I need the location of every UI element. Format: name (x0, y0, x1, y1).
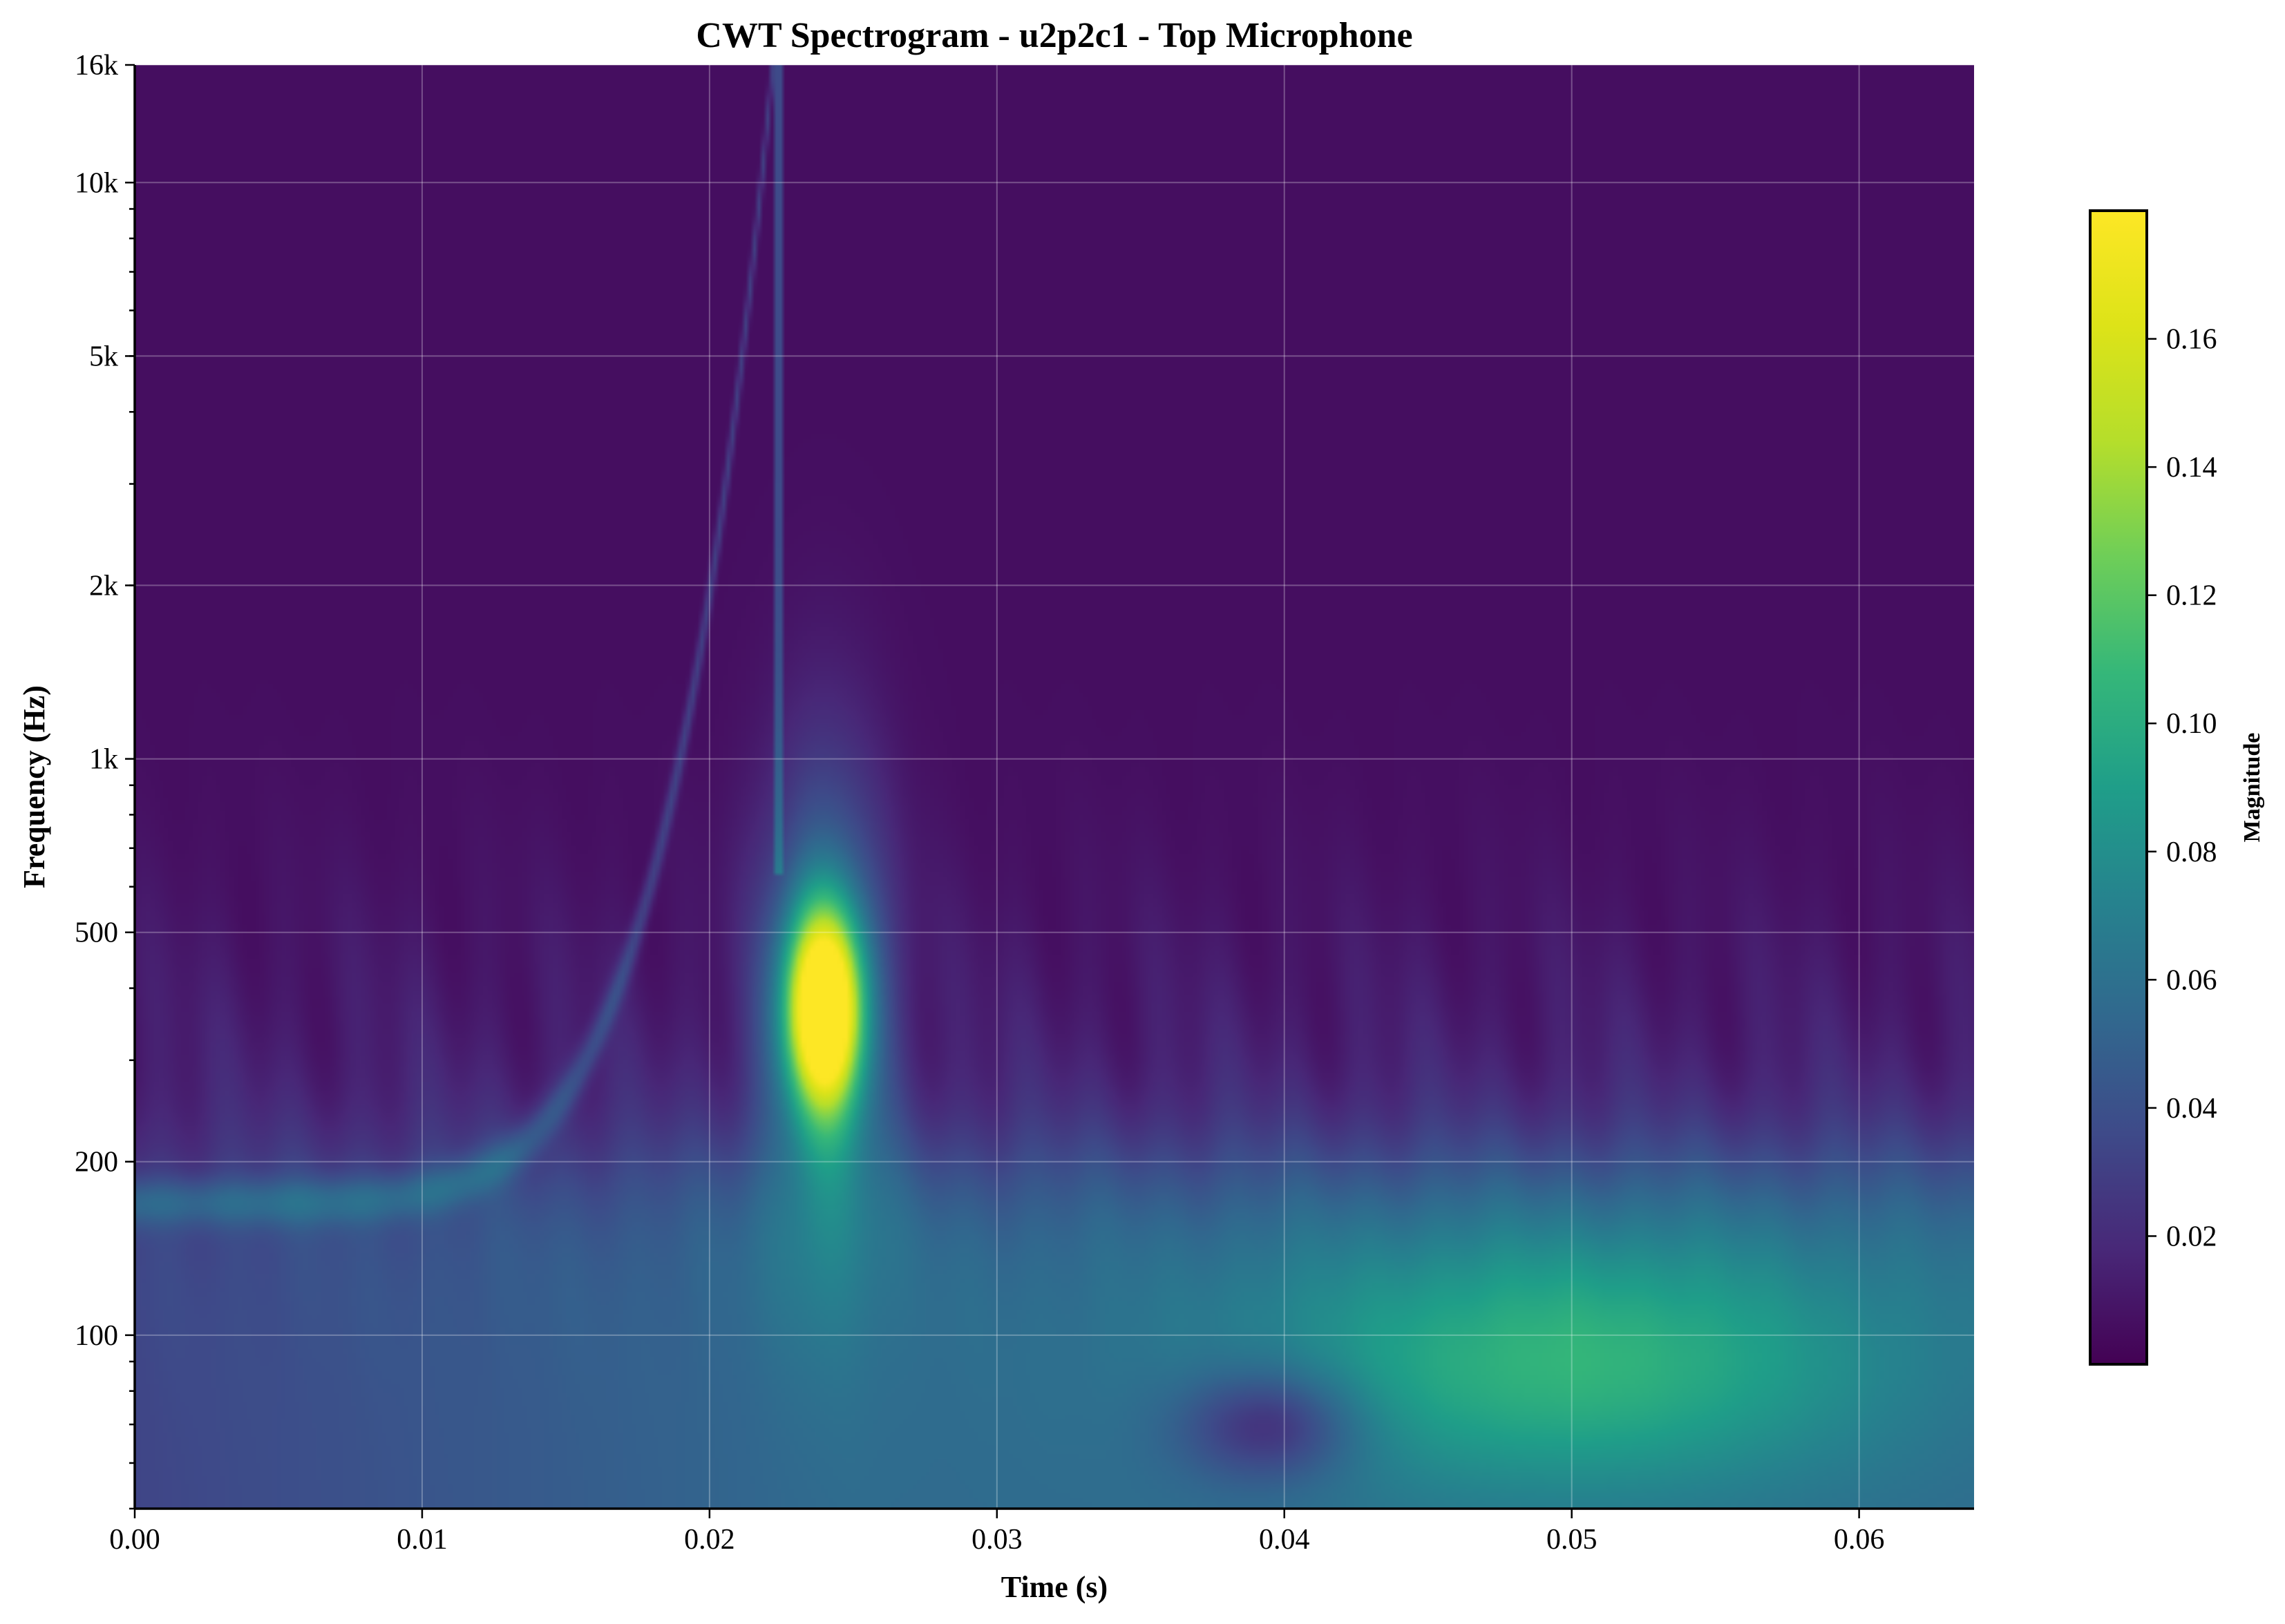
colorbar-tick-label: 0.12 (2166, 580, 2217, 612)
x-tick-label: 0.05 (1546, 1524, 1597, 1556)
y-tick-label: 200 (75, 1147, 118, 1178)
x-tick-label: 0.02 (684, 1524, 735, 1556)
grid-lines (134, 64, 1974, 1509)
plot-area (135, 65, 1974, 1509)
colorbar-tick-label: 0.04 (2166, 1093, 2217, 1125)
x-tick-label: 0.00 (109, 1524, 160, 1556)
y-axis-label: Frequency (Hz) (17, 685, 51, 888)
colorbar-label: Magnitude (2239, 733, 2265, 843)
y-tick-label: 100 (75, 1320, 118, 1352)
y-tick-label: 16k (75, 50, 118, 82)
y-tick-label: 500 (75, 917, 118, 949)
chart-title: CWT Spectrogram - u2p2c1 - Top Microphon… (696, 16, 1412, 55)
colorbar-tick-label: 0.10 (2166, 708, 2217, 740)
colorbar-tick-label: 0.08 (2166, 837, 2217, 868)
x-axis-ticks: 0.00 0.01 0.02 0.03 0.04 0.05 0.06 (109, 1509, 1884, 1556)
y-axis-ticks: 100 200 500 1k 2k 5k 10k 16k (75, 50, 135, 1510)
y-tick-label: 10k (75, 167, 118, 199)
spectrogram-heatmap (135, 65, 1974, 1509)
y-tick-label: 2k (89, 570, 118, 602)
colorbar-tick-label: 0.06 (2166, 964, 2217, 996)
y-tick-label: 1k (89, 744, 118, 776)
x-tick-label: 0.04 (1259, 1524, 1310, 1556)
colorbar-tick-label: 0.16 (2166, 324, 2217, 356)
x-axis-label: Time (s) (1001, 1570, 1108, 1604)
x-tick-label: 0.03 (971, 1524, 1023, 1556)
colorbar-tick-label: 0.02 (2166, 1221, 2217, 1252)
colorbar-tick-label: 0.14 (2166, 452, 2217, 484)
colorbar-gradient (2089, 209, 2148, 1366)
y-tick-label: 5k (89, 341, 118, 372)
x-tick-label: 0.01 (397, 1524, 448, 1556)
colorbar: 0.02 0.04 0.06 0.08 0.10 0.12 0.14 0.16 Magnitu… (2089, 209, 2265, 1366)
x-tick-label: 0.06 (1834, 1524, 1885, 1556)
colorbar-ticks: 0.02 0.04 0.06 0.08 0.10 0.12 0.14 0.16 (2147, 324, 2217, 1252)
